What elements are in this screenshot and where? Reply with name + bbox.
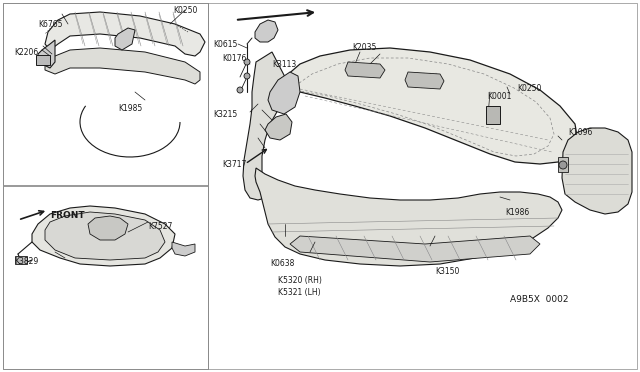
Text: K0176: K0176 [222, 54, 246, 62]
Polygon shape [265, 114, 292, 140]
Bar [15, 256, 27, 264]
Polygon shape [45, 12, 205, 56]
Bar [558, 157, 568, 172]
Bar [3, 186, 208, 369]
Polygon shape [115, 28, 135, 50]
Text: K2206: K2206 [14, 48, 38, 57]
Text: K0615: K0615 [213, 39, 237, 48]
Text: K3215: K3215 [213, 109, 237, 119]
Text: K1096: K1096 [568, 128, 593, 137]
Polygon shape [255, 20, 278, 42]
Circle shape [244, 59, 250, 65]
Text: K6765: K6765 [38, 19, 63, 29]
Polygon shape [172, 242, 195, 256]
Bar [36, 55, 50, 65]
Text: K3717: K3717 [222, 160, 246, 169]
Polygon shape [88, 216, 128, 240]
Polygon shape [255, 168, 562, 266]
Bar [3, 3, 208, 185]
Text: K0250: K0250 [517, 83, 541, 93]
Polygon shape [268, 72, 300, 114]
Circle shape [559, 161, 567, 169]
Polygon shape [290, 236, 540, 262]
Text: K5321 (LH): K5321 (LH) [278, 288, 321, 296]
Text: K3150: K3150 [435, 267, 460, 276]
Polygon shape [345, 62, 385, 78]
Text: K5320 (RH): K5320 (RH) [278, 276, 322, 285]
Text: K1986: K1986 [505, 208, 529, 217]
Text: FRONT: FRONT [50, 211, 84, 219]
Polygon shape [45, 212, 165, 260]
Polygon shape [32, 206, 175, 266]
Circle shape [244, 73, 250, 79]
Text: K7527: K7527 [148, 221, 172, 231]
Text: K0250: K0250 [173, 6, 197, 15]
Polygon shape [562, 128, 632, 214]
Text: K2035: K2035 [352, 42, 376, 51]
Circle shape [237, 87, 243, 93]
Polygon shape [405, 72, 444, 89]
Polygon shape [38, 40, 55, 68]
Text: A9B5X  0002: A9B5X 0002 [510, 295, 568, 305]
Text: K3829: K3829 [14, 257, 38, 266]
Text: K0001: K0001 [487, 92, 511, 100]
Polygon shape [280, 48, 578, 164]
Bar [486, 106, 500, 124]
Text: K0638: K0638 [270, 260, 294, 269]
Text: K1985: K1985 [118, 103, 142, 112]
Text: K3113: K3113 [272, 60, 296, 68]
Polygon shape [45, 48, 200, 84]
Polygon shape [243, 52, 285, 200]
